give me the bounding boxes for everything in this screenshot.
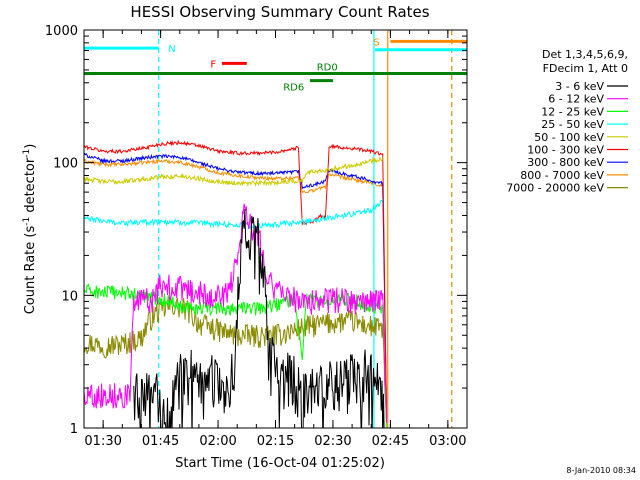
series-line bbox=[84, 199, 384, 230]
chart-title: HESSI Observing Summary Count Rates bbox=[130, 3, 429, 21]
legend-header: Det 1,3,4,5,6,9, bbox=[542, 48, 628, 61]
x-tick-label: 02:30 bbox=[314, 434, 351, 449]
series-line bbox=[133, 208, 385, 428]
segment-label: RD6 bbox=[283, 83, 304, 94]
y-axis-label: Count Rate (s-1 detector-1) bbox=[22, 144, 38, 315]
legend-entry-label: 300 - 800 keV bbox=[527, 156, 604, 169]
legend-entry-label: 800 - 7000 keV bbox=[520, 169, 604, 182]
segment-label: F bbox=[210, 59, 216, 70]
series-line bbox=[84, 296, 388, 421]
legend-entry-label: 12 - 25 keV bbox=[541, 105, 604, 118]
y-tick-label: 1 bbox=[70, 422, 78, 437]
plot-area: N F RD0 RD6 S 01:30 01:45 02:00 02:15 02:30 02:45… bbox=[45, 24, 468, 449]
x-tick-label: 01:45 bbox=[142, 434, 179, 449]
legend-entry-label: 3 - 6 keV bbox=[555, 80, 604, 93]
legend-entry-label: 50 - 100 keV bbox=[534, 131, 604, 144]
legend-entry-label: 6 - 12 keV bbox=[548, 93, 604, 106]
footer-date: 8-Jan-2010 08:34 bbox=[566, 466, 636, 475]
x-tick-label: 03:00 bbox=[429, 434, 466, 449]
series-line bbox=[84, 158, 388, 418]
series-line bbox=[84, 203, 388, 423]
segment-label: N bbox=[168, 44, 175, 55]
legend-entry-label: 100 - 300 keV bbox=[527, 144, 604, 157]
y-tick-label: 10 bbox=[61, 289, 78, 304]
legend-entry-label: 25 - 50 keV bbox=[541, 118, 604, 131]
legend-header: FDecim 1, Att 0 bbox=[543, 62, 628, 75]
legend-entry-label: 7000 - 20000 keV bbox=[506, 182, 604, 195]
series-line bbox=[84, 156, 384, 188]
legend: Det 1,3,4,5,6,9,FDecim 1, Att 0 3 - 6 keV… bbox=[506, 48, 628, 195]
y-tick-label: 100 bbox=[53, 157, 78, 172]
x-tick-label: 02:45 bbox=[372, 434, 409, 449]
segment-label: RD0 bbox=[317, 63, 338, 74]
x-tick-label: 02:00 bbox=[199, 434, 236, 449]
x-tick-label: 01:30 bbox=[84, 434, 121, 449]
series-line bbox=[84, 152, 388, 419]
x-axis-label: Start Time (16-Oct-04 01:25:02) bbox=[175, 456, 385, 471]
series-line bbox=[84, 139, 388, 417]
segment-label: S bbox=[373, 37, 379, 48]
x-tick-label: 02:15 bbox=[257, 434, 294, 449]
y-tick-label: 1000 bbox=[45, 24, 78, 39]
